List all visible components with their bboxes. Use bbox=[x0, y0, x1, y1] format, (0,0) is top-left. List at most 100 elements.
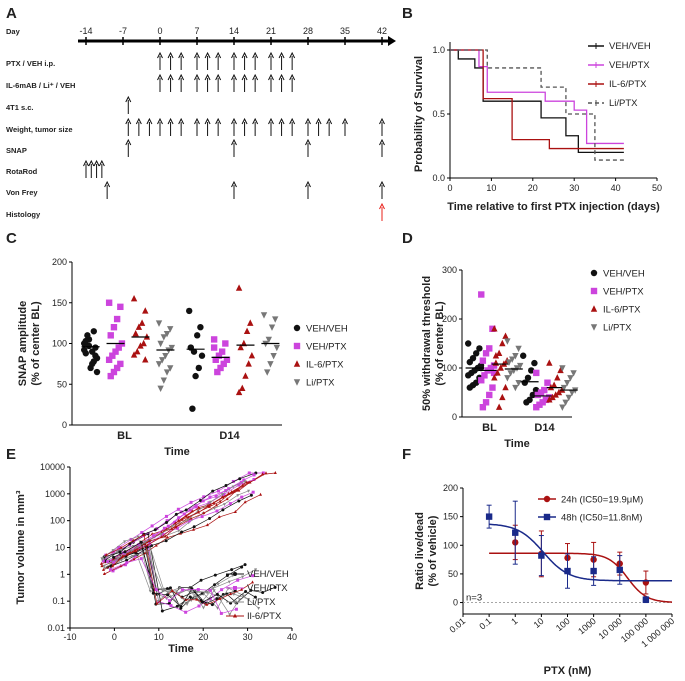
e-data-point bbox=[154, 543, 158, 547]
event-arrow-head bbox=[104, 180, 111, 188]
e-data-point bbox=[112, 550, 116, 554]
e-data-point bbox=[212, 501, 216, 505]
e-data-point bbox=[125, 558, 129, 562]
data-point bbox=[194, 332, 201, 339]
e-data-point bbox=[205, 523, 209, 527]
e-ytick-label: 0.01 bbox=[47, 623, 65, 633]
data-point bbox=[555, 388, 563, 396]
data-point bbox=[84, 332, 91, 339]
e-legend-label: Li/PTX bbox=[247, 597, 276, 608]
timeline-row-label: SNAP bbox=[6, 146, 27, 155]
data-point bbox=[524, 374, 532, 381]
data-point bbox=[267, 361, 274, 368]
data-point bbox=[516, 362, 524, 370]
data-point bbox=[499, 393, 506, 401]
e-legend-label: VEH/VEH bbox=[247, 569, 289, 580]
e-data-point bbox=[139, 540, 143, 544]
f-ytick-label: 150 bbox=[443, 512, 458, 522]
e-data-point bbox=[241, 575, 245, 579]
data-point bbox=[497, 364, 504, 371]
data-point bbox=[212, 356, 219, 363]
event-arrow-head bbox=[241, 73, 248, 81]
e-data-point bbox=[216, 489, 220, 493]
data-point bbox=[192, 372, 199, 380]
e-data-point bbox=[180, 588, 184, 592]
data-point bbox=[265, 336, 273, 344]
event-arrow-head bbox=[178, 117, 185, 125]
e-data-point bbox=[169, 604, 173, 608]
e-data-point bbox=[154, 588, 158, 592]
e-data-point bbox=[129, 537, 133, 541]
e-growth-curve bbox=[112, 546, 253, 613]
data-point bbox=[89, 360, 96, 368]
event-arrow-head bbox=[167, 51, 174, 59]
e-data-point bbox=[176, 507, 180, 511]
e-data-point bbox=[209, 500, 213, 504]
x-label: Time bbox=[504, 438, 529, 450]
e-data-point bbox=[244, 589, 248, 593]
data-point bbox=[92, 352, 99, 359]
event-arrow-head bbox=[305, 117, 311, 125]
e-data-point bbox=[174, 525, 178, 529]
data-point bbox=[512, 353, 519, 360]
data-point bbox=[82, 337, 90, 345]
f-xtick-label: 10 bbox=[532, 616, 546, 630]
data-point bbox=[115, 344, 122, 351]
event-arrow-head bbox=[157, 117, 163, 125]
e-data-point bbox=[235, 488, 239, 492]
day-tick: 28 bbox=[303, 26, 313, 36]
data-point bbox=[272, 316, 279, 323]
data-point bbox=[239, 384, 246, 392]
e-data-point bbox=[155, 601, 159, 605]
data-point bbox=[168, 344, 176, 352]
e-data-point bbox=[151, 591, 155, 595]
e-data-point bbox=[171, 524, 175, 528]
e-data-point bbox=[112, 560, 116, 564]
data-point bbox=[137, 342, 144, 349]
e-data-point bbox=[191, 527, 195, 531]
e-growth-curve bbox=[103, 485, 243, 571]
event-arrow-head bbox=[278, 51, 285, 59]
e-legend-marker bbox=[233, 586, 237, 590]
y-label: SNAP amplitude(% of center BL) bbox=[17, 301, 42, 386]
e-data-point bbox=[101, 559, 105, 563]
data-point bbox=[107, 332, 114, 339]
data-point bbox=[546, 396, 553, 403]
e-data-point bbox=[153, 528, 157, 532]
e-data-point bbox=[236, 578, 240, 582]
e-data-point bbox=[214, 503, 218, 507]
e-data-point bbox=[215, 509, 219, 513]
e-data-point bbox=[180, 517, 184, 521]
e-xtick-label: 20 bbox=[198, 632, 208, 642]
event-arrow-head bbox=[167, 73, 174, 81]
data-point bbox=[235, 284, 243, 291]
data-point bbox=[507, 370, 514, 377]
data-point bbox=[570, 370, 577, 377]
e-data-point bbox=[132, 557, 136, 561]
data-point bbox=[505, 359, 513, 366]
data-point bbox=[559, 365, 566, 372]
data-point bbox=[107, 372, 114, 380]
e-data-point bbox=[202, 495, 206, 499]
e-data-point bbox=[198, 498, 202, 502]
e-data-point bbox=[165, 535, 169, 539]
event-arrow-head bbox=[278, 73, 285, 81]
e-data-point bbox=[248, 480, 252, 484]
legend-marker bbox=[590, 269, 598, 277]
e-data-point bbox=[184, 514, 188, 518]
event-arrow-head bbox=[83, 159, 89, 167]
e-data-point bbox=[164, 521, 168, 525]
e-data-point bbox=[175, 590, 179, 594]
day-tick: 35 bbox=[340, 26, 350, 36]
data-point bbox=[198, 352, 206, 359]
e-data-point bbox=[236, 494, 240, 498]
event-arrow-head bbox=[194, 117, 200, 125]
data-point bbox=[486, 345, 493, 352]
event-arrow-head bbox=[241, 51, 248, 59]
e-xtick-label: 0 bbox=[112, 632, 117, 642]
data-point bbox=[113, 315, 121, 323]
e-data-point bbox=[221, 493, 225, 497]
e-data-point bbox=[261, 591, 265, 595]
timeline-row-label: PTX / VEH i.p. bbox=[6, 59, 55, 68]
e-data-point bbox=[205, 602, 209, 606]
